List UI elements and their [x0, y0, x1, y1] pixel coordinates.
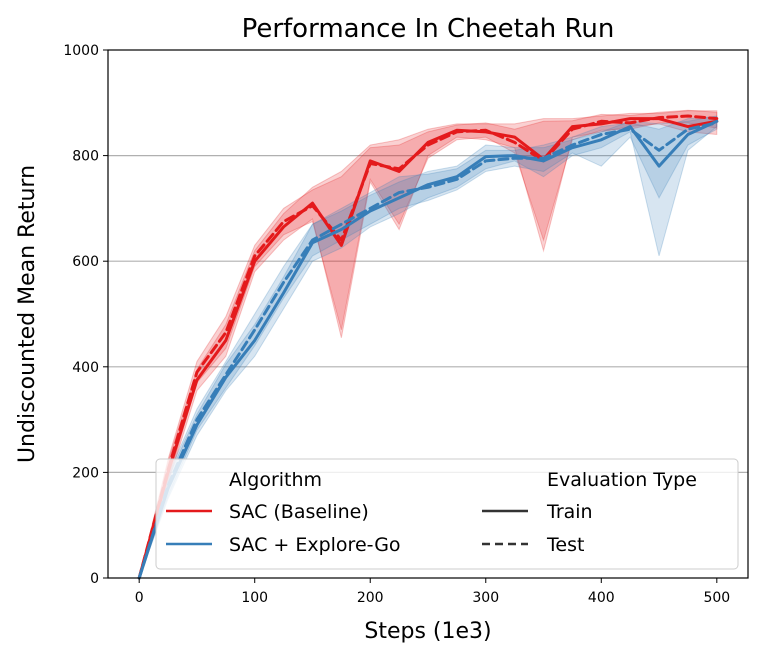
y-tick-label-600: 600	[72, 254, 99, 270]
x-tick-label-300: 300	[472, 590, 499, 606]
y-axis-title: Undiscounted Mean Return	[15, 165, 40, 463]
x-axis-title: Steps (1e3)	[364, 619, 491, 644]
plot-frame	[107, 49, 749, 579]
x-tick-label-500: 500	[703, 590, 730, 606]
chart-title: Performance In Cheetah Run	[242, 14, 615, 44]
x-tick-label-200: 200	[357, 590, 384, 606]
line-sac-baseline-test	[137, 114, 719, 580]
y-tick-label-400: 400	[72, 360, 99, 376]
axis-ticks: 0 200 400 600 800 1000 0 100 200 300 400 500	[63, 43, 730, 606]
legend-explore-go-label: SAC + Explore-Go	[229, 534, 401, 556]
legend-test-label: Test	[546, 534, 584, 556]
series-lines	[137, 114, 719, 580]
y-tick-label-800: 800	[72, 149, 99, 165]
line-sac-explore-go-test	[137, 121, 719, 580]
y-tick-label-200: 200	[72, 465, 99, 481]
legend-algorithm-header: Algorithm	[229, 469, 322, 491]
line-sac-baseline-train	[137, 117, 719, 580]
legend-eval-header: Evaluation Type	[547, 469, 697, 491]
x-tick-label-400: 400	[588, 590, 615, 606]
legend: Algorithm SAC (Baseline) SAC + Explore-G…	[155, 458, 739, 570]
y-tick-label-0: 0	[90, 571, 99, 587]
x-tick-label-0: 0	[135, 590, 144, 606]
x-tick-label-100: 100	[241, 590, 268, 606]
legend-box	[155, 458, 739, 570]
legend-train-label: Train	[546, 501, 593, 523]
y-tick-label-1000: 1000	[63, 43, 99, 59]
legend-sac-baseline-label: SAC (Baseline)	[229, 501, 369, 523]
